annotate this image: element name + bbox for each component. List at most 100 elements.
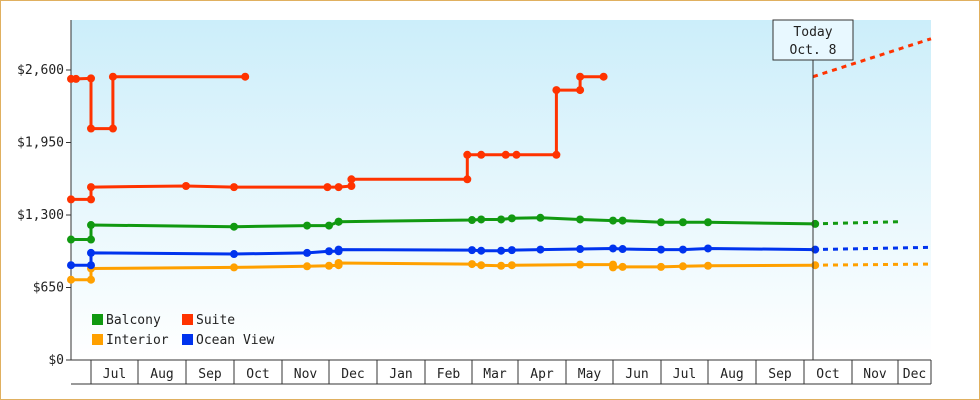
suite-point (463, 150, 472, 159)
x-tick-label: Aug (150, 367, 173, 382)
legend-swatch (182, 334, 193, 345)
y-tick-label: $1,950 (17, 136, 64, 151)
interior-point (325, 261, 333, 270)
x-axis: Jul Aug Sep Oct Nov Dec Jan Feb Mar Apr May Jun Jul A… (90, 360, 932, 384)
interior-point (704, 261, 712, 270)
y-tick-label: $1,300 (17, 208, 64, 223)
suite-point (552, 86, 561, 95)
suite-point (87, 183, 95, 192)
legend-label: Suite (196, 313, 235, 328)
x-tick-label: Nov (863, 367, 887, 382)
legend-swatch (92, 334, 103, 345)
x-tick-label: Feb (437, 367, 461, 382)
x-tick-label: May (578, 367, 602, 382)
interior-point (87, 275, 95, 284)
ocean-view-point (468, 246, 476, 255)
suite-point (87, 74, 95, 83)
legend-swatch (182, 314, 193, 325)
suite-point (182, 182, 190, 190)
x-tick-label: Nov (294, 367, 318, 382)
suite-point (512, 150, 521, 159)
series-group (67, 37, 932, 284)
x-tick-label: Dec (341, 367, 364, 382)
balcony-point (536, 213, 545, 222)
suite-point (477, 150, 486, 159)
balcony-point (497, 215, 506, 224)
suite-point (72, 74, 80, 83)
balcony-point (704, 218, 712, 227)
balcony-point (609, 216, 617, 225)
interior-point (468, 260, 476, 269)
today-marker: Today Oct. 8 (772, 19, 854, 360)
balcony-point (477, 215, 486, 224)
balcony-point (576, 215, 585, 224)
balcony-point (468, 216, 476, 225)
x-tick-label: Jul (103, 367, 126, 382)
ocean-view-point (303, 248, 312, 257)
x-tick-label: Oct (816, 367, 839, 382)
x-tick-label: Jul (673, 367, 696, 382)
x-tick-label: Mar (483, 367, 507, 382)
ocean-view-point (618, 245, 627, 254)
suite-point (552, 150, 561, 159)
legend-label: Interior (106, 333, 169, 348)
ocean-view-point (497, 246, 506, 255)
balcony-point (507, 214, 516, 223)
balcony-point (678, 218, 687, 227)
suite-point (501, 150, 510, 159)
ocean-view-point (477, 246, 486, 255)
ocean-view-line (71, 247, 816, 267)
suite-point (87, 195, 95, 204)
ocean-view-point (576, 245, 585, 254)
today-label: Today (793, 25, 832, 40)
interior-point (334, 258, 343, 267)
today-box (772, 19, 854, 61)
y-axis: $0 $650 $1,300 $1,950 $2,600 (17, 63, 71, 368)
plot-background (71, 20, 931, 360)
ocean-view-point (230, 250, 238, 259)
interior-point (678, 262, 687, 271)
x-tick-label: Jan (389, 367, 412, 382)
balcony-point (230, 222, 238, 231)
x-tick-label: Apr (530, 367, 554, 382)
today-label: Oct. 8 (790, 43, 837, 58)
y-tick-label: $2,600 (17, 63, 64, 78)
legend: Balcony Suite Interior Ocean View (92, 313, 274, 348)
balcony-point (325, 221, 333, 230)
suite-point (323, 183, 332, 192)
interior-point (609, 263, 617, 272)
legend-label: Balcony (106, 313, 161, 328)
ocean-view-point (536, 245, 545, 254)
suite-point (241, 72, 250, 81)
suite-point (576, 72, 585, 81)
balcony-point (334, 217, 343, 226)
interior-point (507, 261, 516, 270)
ocean-view-point (87, 248, 95, 257)
x-tick-label: Oct (246, 367, 269, 382)
balcony-point (67, 235, 75, 244)
balcony-point (657, 218, 665, 227)
interior-point (657, 262, 665, 271)
ocean-view-point (507, 246, 516, 255)
x-tick-label: Jun (625, 367, 648, 382)
suite-point (230, 183, 238, 192)
y-tick-label: $0 (48, 353, 64, 368)
x-tick-label: Aug (720, 367, 743, 382)
interior-point (497, 261, 506, 270)
suite-point (67, 195, 75, 204)
ocean-view-point (678, 245, 687, 254)
interior-point (67, 275, 75, 284)
ocean-view-point (657, 245, 665, 254)
balcony-point (87, 235, 95, 244)
suite-projection (812, 37, 932, 79)
y-tick-label: $650 (33, 281, 64, 296)
interior-point (576, 260, 585, 269)
balcony-point (618, 216, 627, 225)
suite-point (463, 175, 472, 184)
suite-point (334, 183, 343, 192)
interior-line (71, 261, 816, 282)
ocean-view-point (704, 244, 712, 253)
suite-point (599, 72, 608, 81)
suite-point (108, 72, 117, 81)
